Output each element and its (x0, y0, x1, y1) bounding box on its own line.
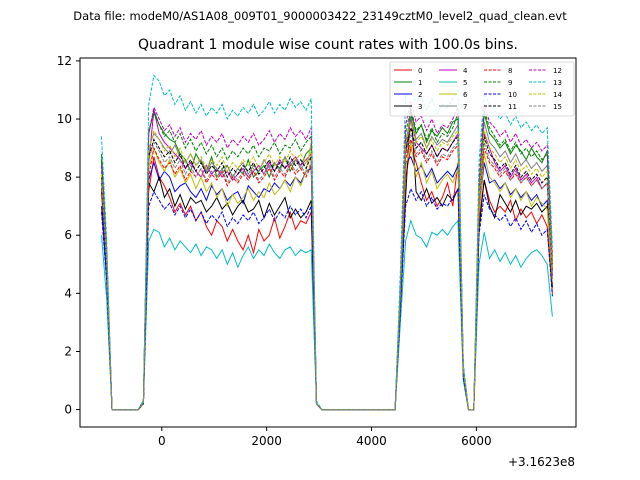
legend-label-11: 11 (508, 103, 517, 111)
legend-label-9: 9 (508, 79, 512, 87)
legend-label-5: 5 (463, 79, 467, 87)
series-line-10 (101, 186, 553, 411)
x-offset-label: +3.1623e8 (508, 455, 575, 469)
series-line-13 (101, 74, 553, 411)
series-line-11 (101, 127, 553, 411)
x-axis: 0 2000 4000 6000 (158, 427, 492, 448)
x-tick-label: 2000 (251, 434, 282, 448)
legend-label-12: 12 (553, 67, 562, 75)
legend-label-1: 1 (418, 79, 422, 87)
suptitle: Data file: modeM0/AS1A08_009T01_90000034… (73, 9, 567, 23)
y-tick-label: 10 (57, 112, 72, 126)
x-tick-label: 6000 (461, 434, 492, 448)
chart-title: Quadrant 1 module wise count rates with … (138, 37, 518, 53)
y-tick-label: 4 (64, 286, 72, 300)
x-tick-label: 4000 (356, 434, 387, 448)
y-tick-label: 0 (64, 403, 72, 417)
y-tick-label: 8 (64, 170, 72, 184)
legend-label-2: 2 (418, 91, 422, 99)
x-tick-label: 0 (158, 434, 166, 448)
legend-label-0: 0 (418, 67, 422, 75)
y-tick-label: 12 (57, 54, 72, 68)
legend-box (389, 61, 575, 117)
series-line-5 (101, 219, 553, 411)
y-axis: 0 2 4 6 8 10 12 (57, 54, 80, 417)
series-line-0 (101, 146, 553, 411)
legend-label-15: 15 (553, 103, 562, 111)
legend-label-13: 13 (553, 79, 562, 87)
y-tick-label: 2 (64, 344, 72, 358)
legend-label-8: 8 (508, 67, 512, 75)
series-line-15 (101, 133, 553, 411)
series-line-3 (101, 104, 553, 411)
legend-label-3: 3 (418, 103, 422, 111)
axes-frame (79, 57, 577, 428)
legend-label-7: 7 (463, 103, 467, 111)
series-layer (101, 74, 553, 411)
legend-label-6: 6 (463, 91, 468, 99)
legend-label-14: 14 (553, 91, 562, 99)
legend-label-10: 10 (508, 91, 517, 99)
y-tick-label: 6 (64, 228, 72, 242)
series-line-8 (101, 137, 553, 411)
legend-label-4: 4 (463, 67, 468, 75)
